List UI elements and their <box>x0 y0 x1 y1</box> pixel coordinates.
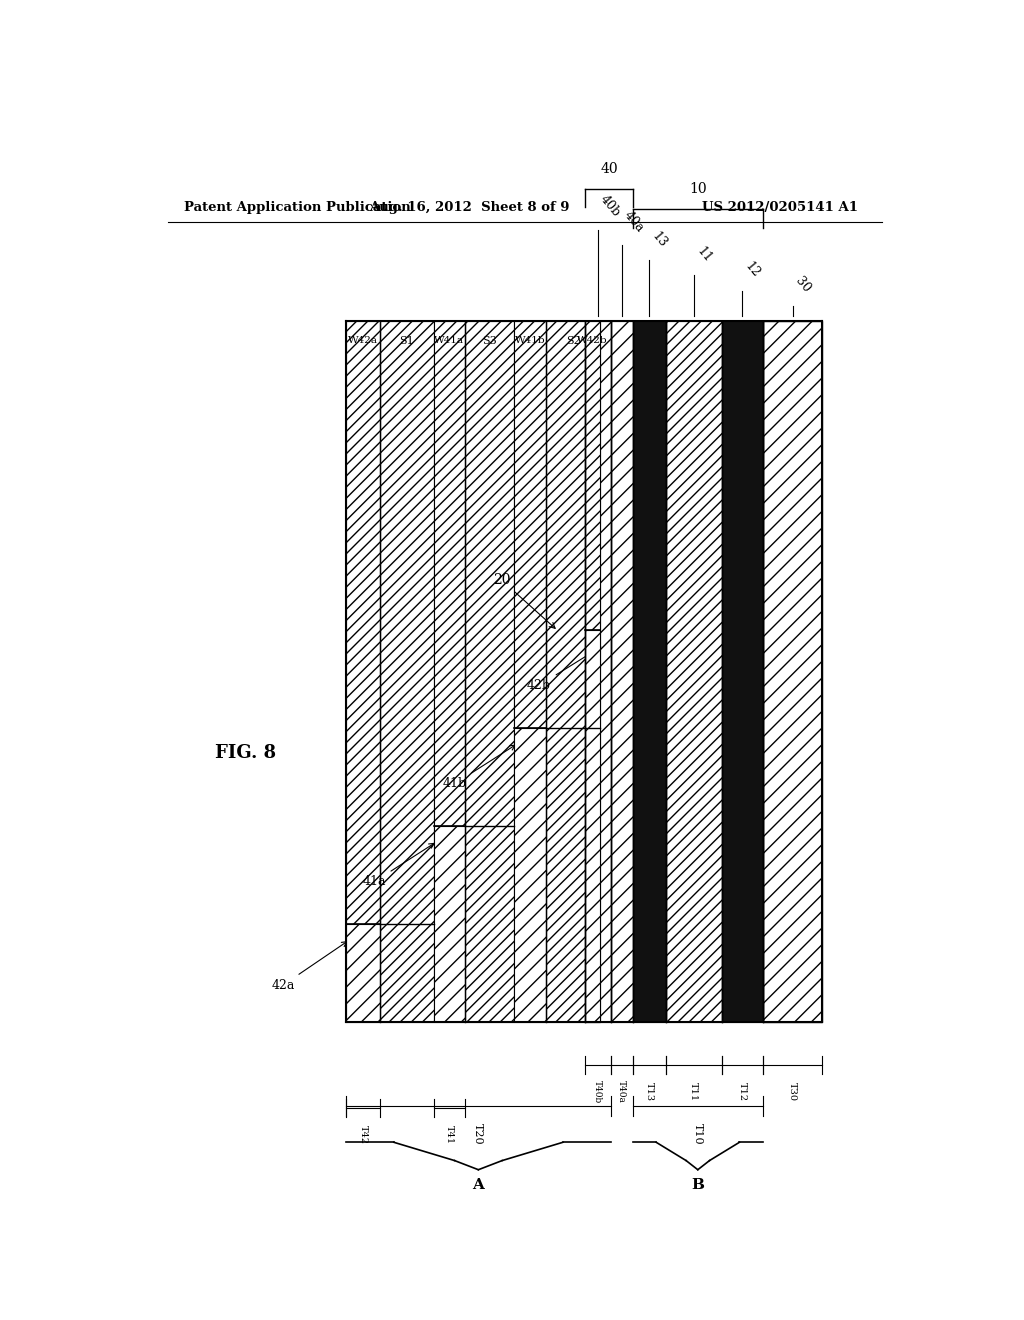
Bar <box>722 321 763 1022</box>
Bar <box>346 321 380 924</box>
Text: 11: 11 <box>694 244 714 265</box>
Text: 12: 12 <box>742 260 763 280</box>
Text: T20: T20 <box>473 1123 483 1144</box>
Text: A: A <box>472 1177 484 1192</box>
Text: 40a: 40a <box>622 209 647 235</box>
Text: T12: T12 <box>737 1082 746 1101</box>
Text: 42a: 42a <box>271 941 347 991</box>
Text: Aug. 16, 2012  Sheet 8 of 9: Aug. 16, 2012 Sheet 8 of 9 <box>369 201 569 214</box>
Text: T40a: T40a <box>617 1080 626 1104</box>
Bar <box>666 321 722 1022</box>
Text: 42b: 42b <box>527 647 601 692</box>
Text: T30: T30 <box>788 1082 797 1101</box>
Text: W41b: W41b <box>515 337 546 346</box>
Bar <box>585 321 610 1022</box>
Text: 30: 30 <box>793 275 813 296</box>
Bar <box>514 727 546 1022</box>
Bar <box>763 321 822 1022</box>
Text: T40b: T40b <box>593 1080 602 1104</box>
Text: 41a: 41a <box>362 843 434 888</box>
Text: US 2012/0205141 A1: US 2012/0205141 A1 <box>702 201 858 214</box>
Bar <box>433 321 465 826</box>
Text: T10: T10 <box>693 1123 702 1144</box>
Text: T11: T11 <box>689 1082 698 1101</box>
Text: W42a: W42a <box>348 337 378 346</box>
Bar <box>380 321 433 1022</box>
Text: S3: S3 <box>482 337 498 346</box>
Text: 13: 13 <box>649 230 670 249</box>
Bar <box>585 321 600 630</box>
Text: S2: S2 <box>566 337 581 346</box>
Text: 40: 40 <box>600 161 617 176</box>
Text: S1: S1 <box>399 337 414 346</box>
Text: 41b: 41b <box>442 746 515 791</box>
Text: B: B <box>691 1177 705 1192</box>
Bar <box>346 924 380 1022</box>
Bar <box>633 321 666 1022</box>
Text: 20: 20 <box>493 573 555 628</box>
Text: W42b: W42b <box>578 337 608 346</box>
Bar <box>465 321 514 1022</box>
Bar <box>546 321 600 1022</box>
Text: T13: T13 <box>645 1082 654 1101</box>
Text: T42: T42 <box>358 1125 368 1143</box>
Text: T41: T41 <box>444 1125 454 1143</box>
Bar <box>585 630 600 1022</box>
Text: 10: 10 <box>689 182 707 195</box>
Text: FIG. 8: FIG. 8 <box>215 744 276 762</box>
Bar <box>610 321 633 1022</box>
Text: 40b: 40b <box>598 193 624 219</box>
Bar <box>433 826 465 1022</box>
Bar <box>514 321 546 727</box>
Text: W41a: W41a <box>434 337 465 346</box>
Text: Patent Application Publication: Patent Application Publication <box>183 201 411 214</box>
